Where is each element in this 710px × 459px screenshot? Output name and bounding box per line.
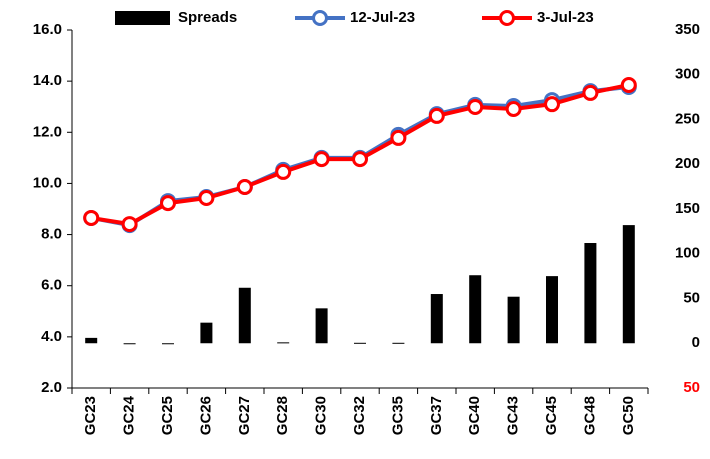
bar xyxy=(200,322,213,344)
bar xyxy=(584,243,597,344)
x-tick-label: GC24 xyxy=(121,395,138,435)
bar xyxy=(622,225,635,344)
x-tick-label: GC37 xyxy=(428,396,445,435)
y-tick-label: 10.0 xyxy=(33,174,62,191)
y2-tick-label: 50 xyxy=(683,379,700,396)
y-tick-label: 16.0 xyxy=(33,21,62,38)
bar xyxy=(392,342,405,344)
marker xyxy=(236,179,253,196)
legend-label: 3-Jul-23 xyxy=(537,9,594,26)
bar xyxy=(354,342,366,344)
marker xyxy=(352,151,368,168)
marker xyxy=(160,195,176,212)
x-tick-label: GC40 xyxy=(466,396,483,435)
x-tick-label: GC25 xyxy=(159,396,176,435)
marker xyxy=(544,96,560,113)
y-tick-label: 4.0 xyxy=(41,328,62,345)
marker xyxy=(428,107,445,124)
bar xyxy=(507,296,520,344)
x-tick-label: GC48 xyxy=(581,396,598,435)
bar xyxy=(162,343,174,345)
y2-tick-label: 300 xyxy=(675,66,700,83)
y2-tick-label: 50 xyxy=(683,289,700,306)
bar xyxy=(277,342,290,344)
marker xyxy=(505,101,522,118)
marker xyxy=(198,190,215,207)
x-tick-label: GC23 xyxy=(82,396,99,435)
bar xyxy=(315,308,328,344)
x-tick-label: GC32 xyxy=(351,396,368,435)
x-tick-label: GC30 xyxy=(313,396,330,435)
y-tick-label: 6.0 xyxy=(41,277,62,294)
x-tick-label: GC50 xyxy=(620,396,637,435)
marker xyxy=(620,76,637,93)
marker xyxy=(275,163,292,180)
y2-tick-label: 350 xyxy=(675,21,700,38)
legend-label: Spreads xyxy=(178,9,237,26)
x-tick-label: GC28 xyxy=(274,396,291,435)
marker xyxy=(313,151,330,168)
y2-tick-label: 100 xyxy=(675,245,700,262)
y-tick-label: 8.0 xyxy=(41,226,62,243)
y2-tick-label: 250 xyxy=(675,110,700,127)
marker xyxy=(390,129,407,146)
x-tick-label: GC43 xyxy=(505,396,522,435)
y-tick-label: 12.0 xyxy=(33,123,62,140)
bar xyxy=(85,337,98,344)
legend-label: 12-Jul-23 xyxy=(350,9,415,26)
legend-swatch xyxy=(115,11,170,25)
marker xyxy=(83,209,100,226)
x-tick-label: GC26 xyxy=(197,396,214,435)
bar xyxy=(430,294,443,344)
y-tick-label: 14.0 xyxy=(33,72,62,89)
marker xyxy=(582,84,599,101)
y2-tick-label: 0 xyxy=(692,334,700,351)
x-tick-label: GC35 xyxy=(389,396,406,435)
x-tick-label: GC27 xyxy=(236,396,253,435)
y-tick-label: 2.0 xyxy=(41,379,62,396)
marker xyxy=(121,216,138,233)
bar xyxy=(123,343,136,345)
x-tick-label: GC45 xyxy=(543,396,560,435)
bar xyxy=(238,287,251,344)
legend-marker xyxy=(312,10,328,26)
legend-marker xyxy=(499,10,515,26)
y2-tick-label: 150 xyxy=(675,200,700,217)
y2-tick-label: 200 xyxy=(675,155,700,172)
bar xyxy=(546,276,558,344)
bar xyxy=(469,275,482,344)
marker xyxy=(467,98,484,115)
